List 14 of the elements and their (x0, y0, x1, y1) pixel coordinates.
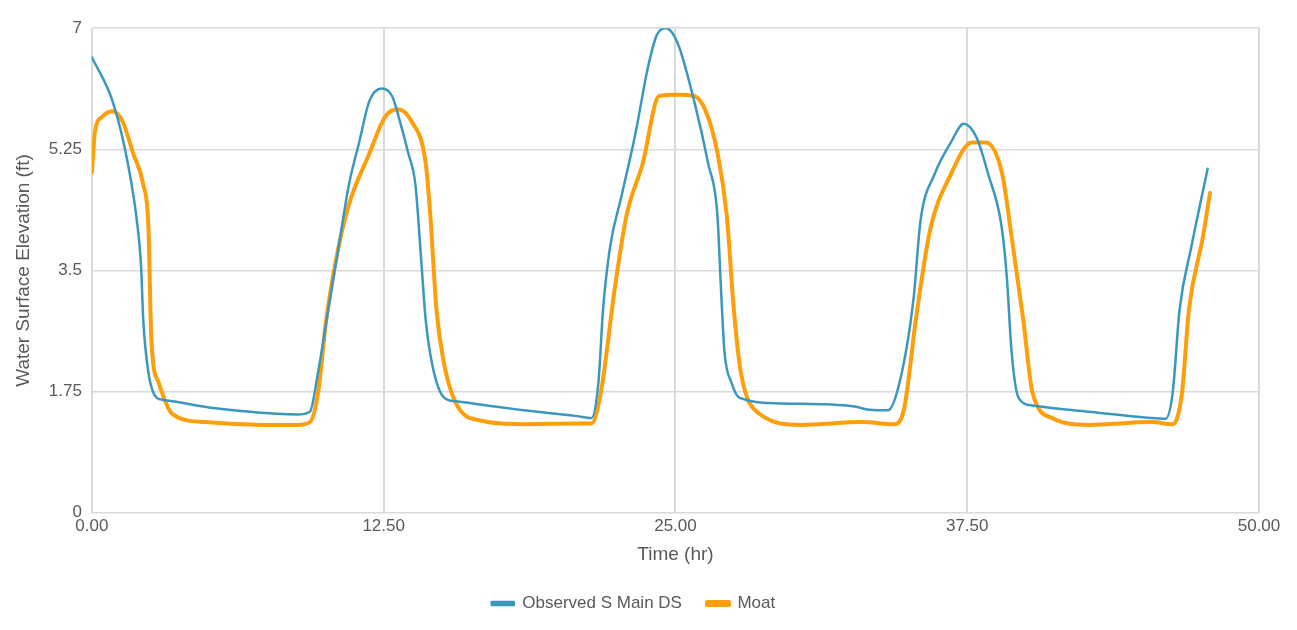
x-tick-label: 12.50 (362, 515, 405, 535)
x-tick-label: 50.00 (1237, 515, 1281, 535)
y-tick-label: 1.75 (48, 381, 82, 401)
y-tick-label: 5.25 (48, 139, 82, 159)
line-series (91, 28, 1209, 420)
x-tick-label: 25.00 (654, 515, 697, 535)
legend-label: Observed S Main DS (522, 593, 682, 613)
legend-label: Moat (737, 593, 776, 613)
y-axis-title: Water Surface Elevation (ft) (11, 154, 33, 387)
x-tick-label: 37.50 (945, 515, 989, 535)
y-tick-label: 7 (72, 17, 82, 37)
x-axis-title: Time (hr) (637, 542, 714, 564)
y-tick-label: 3.5 (58, 260, 82, 280)
line-series (91, 92, 1212, 427)
